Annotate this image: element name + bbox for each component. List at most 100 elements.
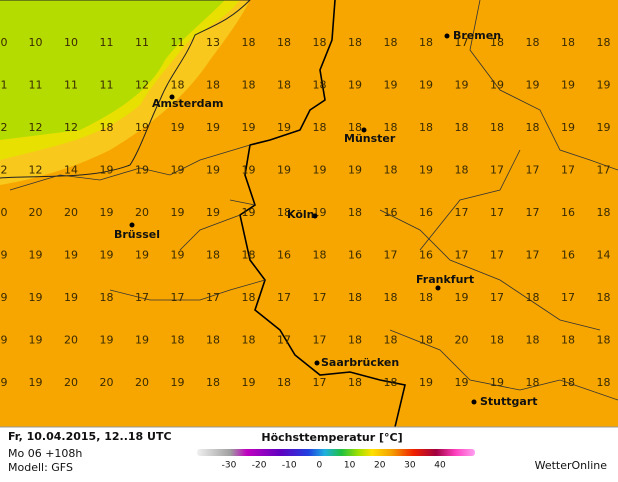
temperature-value: 20: [135, 376, 149, 389]
temperature-value: 18: [171, 79, 185, 92]
city-label: Amsterdam: [152, 97, 223, 110]
temperature-value: 9: [1, 376, 8, 389]
temperature-value: 18: [206, 249, 220, 262]
temperature-value: 17: [490, 291, 504, 304]
temperature-value: 19: [100, 334, 114, 347]
temperature-value: 19: [490, 79, 504, 92]
temperature-value: 17: [490, 164, 504, 177]
cool-region: [0, 0, 225, 140]
scale-tick-label: -20: [252, 461, 267, 471]
temperature-value: 18: [277, 206, 291, 219]
city-label: Saarbrücken: [321, 356, 399, 369]
scale-tick-label: 20: [374, 461, 386, 471]
temperature-value: 2: [1, 121, 8, 134]
temperature-value: 18: [561, 36, 575, 49]
temperature-value: 17: [455, 206, 469, 219]
temperature-value: 19: [64, 291, 78, 304]
city-label: Frankfurt: [416, 273, 474, 286]
temperature-value: 18: [384, 376, 398, 389]
temperature-value: 19: [171, 376, 185, 389]
city-label: Stuttgart: [480, 395, 538, 408]
temperature-value: 10: [64, 36, 78, 49]
temperature-value: 18: [277, 36, 291, 49]
temperature-value: 18: [597, 291, 611, 304]
temperature-value: 11: [100, 79, 114, 92]
temperature-value: 18: [490, 334, 504, 347]
temperature-value: 20: [29, 206, 43, 219]
temperature-value: 18: [526, 376, 540, 389]
temperature-value: 19: [597, 79, 611, 92]
temperature-value: 18: [313, 79, 327, 92]
temperature-value: 19: [171, 206, 185, 219]
temperature-value: 18: [348, 334, 362, 347]
scale-tick-label: -30: [222, 461, 237, 471]
temperature-value: 18: [242, 249, 256, 262]
temperature-value: 19: [526, 79, 540, 92]
temperature-value: 11: [64, 79, 78, 92]
temperature-value: 19: [597, 121, 611, 134]
temperature-value: 19: [29, 334, 43, 347]
temperature-value: 18: [526, 36, 540, 49]
temperature-value: 14: [64, 164, 78, 177]
temperature-value: 18: [384, 121, 398, 134]
temperature-value: 18: [419, 121, 433, 134]
temperature-value: 19: [561, 121, 575, 134]
temperature-value: 16: [419, 249, 433, 262]
temperature-value: 18: [348, 36, 362, 49]
temperature-value: 2: [1, 164, 8, 177]
temperature-value: 16: [561, 249, 575, 262]
scale-tick-label: 10: [344, 461, 356, 471]
temperature-value: 19: [135, 121, 149, 134]
temperature-value: 12: [135, 79, 149, 92]
temperature-value: 18: [597, 334, 611, 347]
temperature-value: 18: [171, 334, 185, 347]
temperature-value: 16: [384, 206, 398, 219]
temperature-value: 19: [242, 376, 256, 389]
temperature-value: 17: [490, 206, 504, 219]
temperature-value: 18: [348, 121, 362, 134]
temperature-value: 10: [29, 36, 43, 49]
temperature-value: 18: [206, 79, 220, 92]
temperature-value: 18: [526, 121, 540, 134]
temperature-value: 19: [348, 164, 362, 177]
temperature-value: 0: [1, 36, 8, 49]
temperature-value: 18: [348, 376, 362, 389]
temperature-value: 19: [100, 249, 114, 262]
temperature-value: 19: [419, 376, 433, 389]
temperature-value: 19: [242, 121, 256, 134]
temperature-value: 20: [64, 206, 78, 219]
temperature-value: 20: [455, 334, 469, 347]
temperature-value: 17: [455, 249, 469, 262]
temperature-value: 0: [1, 206, 8, 219]
scale-tick-label: -10: [282, 461, 297, 471]
temperature-value: 18: [561, 334, 575, 347]
temperature-value: 18: [277, 79, 291, 92]
temperature-value: 18: [242, 291, 256, 304]
temperature-value: 11: [100, 36, 114, 49]
temperature-value: 18: [597, 376, 611, 389]
temperature-value: 12: [64, 121, 78, 134]
temperature-value: 19: [135, 334, 149, 347]
temperature-value: 19: [455, 376, 469, 389]
temperature-value: 18: [100, 121, 114, 134]
temperature-value: 18: [242, 36, 256, 49]
temperature-value: 18: [384, 36, 398, 49]
temperature-value: 19: [29, 249, 43, 262]
temperature-value: 17: [561, 291, 575, 304]
temperature-value: 17: [526, 164, 540, 177]
brand: WetterOnline: [535, 459, 608, 472]
temperature-value: 11: [135, 36, 149, 49]
temperature-value: 18: [384, 291, 398, 304]
temperature-value: 18: [384, 164, 398, 177]
temperature-value: 19: [206, 206, 220, 219]
temperature-value: 20: [135, 206, 149, 219]
city-dot: [129, 222, 135, 228]
temperature-value: 19: [313, 164, 327, 177]
temperature-value: 17: [313, 376, 327, 389]
scale-tick-label: 0: [317, 461, 323, 471]
color-scale: [197, 449, 475, 456]
city-label: Köln: [287, 208, 315, 221]
temperature-value: 9: [1, 291, 8, 304]
temperature-value: 18: [490, 121, 504, 134]
